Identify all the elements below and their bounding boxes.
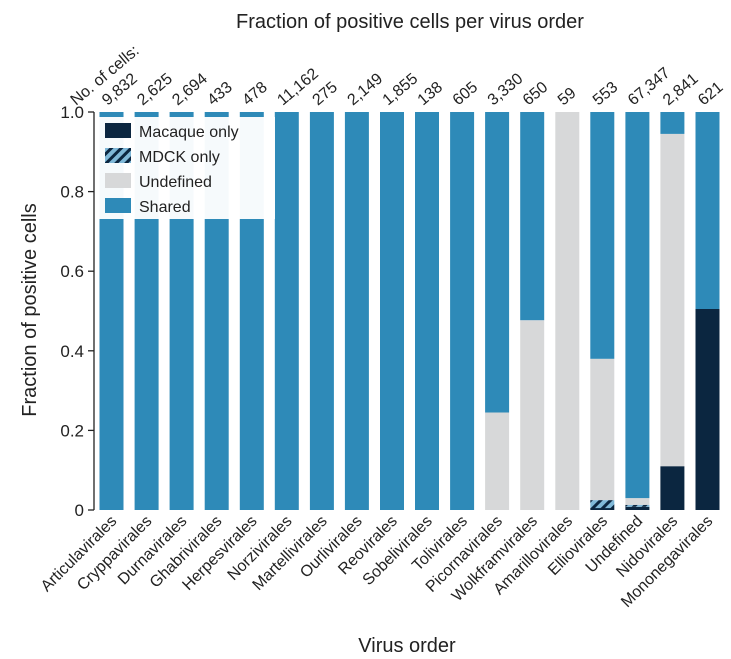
bar-shared-mononegavirales [695, 112, 720, 309]
bar-undefined-nidovirales [660, 133, 685, 467]
cell-count-label: 1,855 [380, 70, 422, 109]
bar-shared-picornavirales [485, 112, 510, 413]
legend-swatch [105, 148, 131, 163]
legend-label: Shared [139, 199, 191, 216]
bar-shared-norzivirales [274, 112, 299, 510]
bar-shared-wolkframvirales [520, 112, 545, 321]
bar-shared-martellivirales [309, 112, 334, 510]
bar-shared-ourlivirales [344, 112, 369, 510]
y-axis-title: Fraction of positive cells [19, 203, 41, 416]
bar-shared-sobelivirales [415, 112, 439, 510]
bar-mdck-only-undefined [625, 504, 650, 507]
cell-count-label: 59 [555, 85, 580, 110]
bar-shared-tolivirales [450, 112, 475, 510]
legend-label: Undefined [139, 174, 212, 191]
cell-count-label: 2,149 [345, 70, 387, 109]
cell-count-label: 2,694 [169, 70, 211, 109]
bar-shared-undefined [625, 112, 650, 499]
legend-swatch [105, 198, 131, 213]
legend-label: MDCK only [139, 149, 220, 166]
bar-macaque-only-undefined [625, 506, 650, 510]
bar-shared-elliovirales [590, 112, 615, 359]
y-tick-label: 0.8 [60, 183, 84, 202]
legend-label: Macaque only [139, 124, 239, 141]
bar-macaque-only-elliovirales [590, 508, 615, 510]
chart-title: Fraction of positive cells per virus ord… [236, 11, 584, 33]
bar-undefined-amarillovirales [555, 112, 580, 510]
y-tick-label: 0 [75, 501, 84, 520]
bar-mdck-only-elliovirales [590, 500, 615, 509]
bar-shared-nidovirales [660, 112, 685, 134]
cell-count-label: 478 [239, 79, 270, 109]
bar-undefined-picornavirales [485, 412, 510, 510]
cell-count-label: 605 [450, 79, 481, 109]
legend-swatch [105, 123, 131, 138]
x-tick-labels-group: ArticulaviralesCryppaviralesDurnavirales… [38, 513, 716, 611]
bar-undefined-wolkframvirales [520, 320, 545, 510]
cell-count-label: 553 [590, 79, 621, 109]
bar-undefined-undefined [625, 498, 650, 505]
y-tick-label: 0.6 [60, 262, 84, 281]
y-tick-label: 0.4 [60, 342, 84, 361]
legend-swatch [105, 173, 131, 188]
cell-count-label: 2,625 [134, 70, 176, 109]
y-axis: 0 0.2 0.4 0.6 0.8 1.0 [60, 103, 95, 520]
legend: Macaque only MDCK only Undefined Shared [99, 117, 275, 219]
x-axis-title: Virus order [358, 635, 456, 657]
bar-shared-reovirales [380, 112, 404, 510]
y-tick-label: 1.0 [60, 103, 84, 122]
y-tick-label: 0.2 [60, 421, 84, 440]
bar-undefined-elliovirales [590, 358, 615, 501]
cell-count-label: 3,330 [485, 70, 527, 109]
bar-macaque-only-mononegavirales [695, 309, 720, 510]
bar-macaque-only-nidovirales [660, 466, 685, 510]
